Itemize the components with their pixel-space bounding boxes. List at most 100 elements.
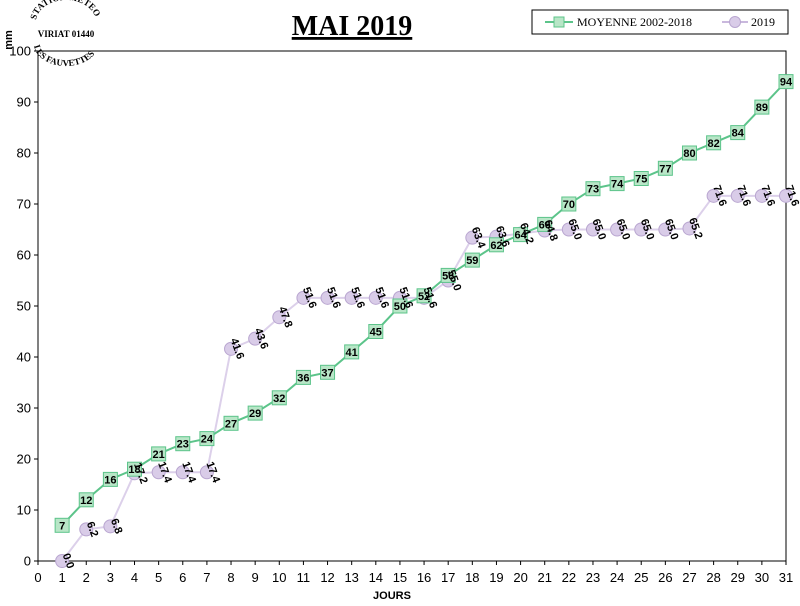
data-label-moyenne: 37 (321, 367, 333, 379)
x-tick-label: 17 (441, 570, 455, 585)
x-tick-label: 25 (634, 570, 648, 585)
x-tick-label: 10 (272, 570, 286, 585)
point-moyenne (320, 364, 336, 380)
point-2019 (730, 188, 745, 203)
data-label-moyenne: 66 (539, 219, 551, 231)
point-2019 (224, 341, 239, 356)
legend-marker-moyenne (553, 16, 565, 28)
data-label-moyenne: 16 (104, 474, 116, 486)
x-tick-label: 6 (179, 570, 186, 585)
x-tick-label: 1 (59, 570, 66, 585)
point-2019 (103, 519, 118, 534)
y-tick-label: 90 (17, 95, 31, 110)
point-moyenne (730, 125, 746, 141)
point-moyenne (464, 252, 480, 268)
data-label-moyenne: 50 (394, 301, 406, 313)
point-2019 (368, 290, 383, 305)
x-tick-label: 30 (755, 570, 769, 585)
data-label-2019: 0.0 (60, 552, 77, 570)
point-moyenne (633, 171, 649, 186)
point-2019 (320, 290, 335, 305)
data-label-moyenne: 77 (659, 163, 671, 175)
data-label-moyenne: 29 (249, 408, 261, 420)
data-label-moyenne: 74 (611, 179, 624, 191)
data-label-moyenne: 18 (128, 464, 140, 476)
point-moyenne (416, 288, 432, 304)
x-tick-label: 0 (34, 570, 41, 585)
point-2019 (151, 465, 166, 480)
data-label-moyenne: 12 (80, 495, 92, 507)
x-tick-label: 24 (610, 570, 624, 585)
point-moyenne (537, 216, 553, 232)
point-2019 (175, 465, 190, 480)
point-2019 (634, 222, 649, 237)
point-moyenne (392, 298, 408, 314)
stamp-line-1: STATION METEO (28, 0, 102, 21)
x-tick-label: 26 (658, 570, 672, 585)
legend: MOYENNE 2002-2018 2019 (531, 9, 789, 35)
stamp-line-2: VIRIAT 01440 (38, 29, 95, 39)
point-moyenne (513, 227, 529, 243)
x-tick-label: 5 (155, 570, 162, 585)
point-moyenne (127, 461, 143, 477)
x-tick-label: 27 (682, 570, 696, 585)
point-moyenne (609, 176, 625, 192)
point-2019 (199, 465, 214, 480)
x-tick-label: 28 (706, 570, 720, 585)
x-tick-label: 16 (417, 570, 431, 585)
x-tick-label: 15 (393, 570, 407, 585)
x-tick-label: 14 (369, 570, 383, 585)
data-label-2019: 6.8 (108, 517, 125, 535)
point-moyenne (681, 145, 697, 161)
point-moyenne (440, 267, 456, 283)
y-tick-label: 30 (17, 401, 31, 416)
x-tick-label: 31 (779, 570, 793, 585)
x-tick-label: 23 (586, 570, 600, 585)
data-label-moyenne: 32 (273, 393, 285, 405)
data-label-moyenne: 21 (153, 449, 165, 461)
point-moyenne (271, 390, 287, 406)
x-tick-label: 12 (320, 570, 334, 585)
data-label-moyenne: 27 (225, 418, 237, 430)
point-moyenne (54, 517, 70, 533)
data-label-moyenne: 52 (418, 291, 430, 303)
point-moyenne (102, 471, 118, 487)
x-tick-label: 9 (252, 570, 259, 585)
stamp-line-3: LES FAUVETTES (32, 44, 96, 69)
point-moyenne (78, 492, 94, 508)
x-tick-label: 11 (297, 570, 311, 585)
y-tick-label: 50 (17, 299, 31, 314)
data-label-moyenne: 75 (635, 174, 647, 186)
point-moyenne (585, 181, 601, 197)
x-tick-label: 21 (537, 570, 551, 585)
data-label-moyenne: 73 (587, 184, 599, 196)
data-label-moyenne: 56 (442, 270, 454, 282)
point-2019 (272, 310, 287, 325)
data-label-moyenne: 62 (490, 240, 502, 252)
point-2019 (296, 290, 311, 305)
data-label-moyenne: 59 (466, 255, 478, 267)
x-tick-label: 7 (203, 570, 210, 585)
y-tick-label: 100 (9, 44, 31, 59)
point-moyenne (488, 237, 504, 253)
series-layer: 7 12 16 18 21 23 24 27 29 32 36 37 41 45 50 52 56 59 62 64 6… (54, 74, 800, 570)
point-moyenne (223, 415, 239, 431)
x-tick-label: 13 (344, 570, 358, 585)
point-moyenne (199, 431, 215, 447)
point-2019 (658, 222, 673, 237)
x-tick-label: 3 (107, 570, 114, 585)
data-label-moyenne: 89 (756, 102, 768, 114)
x-axis-label: JOURS (373, 590, 411, 602)
data-label-moyenne: 82 (707, 138, 719, 150)
point-2019 (465, 230, 480, 245)
data-label-moyenne: 7 (59, 520, 65, 532)
x-tick-label: 8 (227, 570, 234, 585)
y-tick-label: 40 (17, 350, 31, 365)
data-label-moyenne: 80 (683, 148, 695, 160)
x-tick-label: 2 (83, 570, 90, 585)
point-2019 (248, 331, 263, 346)
point-2019 (754, 188, 769, 203)
data-label-moyenne: 24 (201, 434, 214, 446)
